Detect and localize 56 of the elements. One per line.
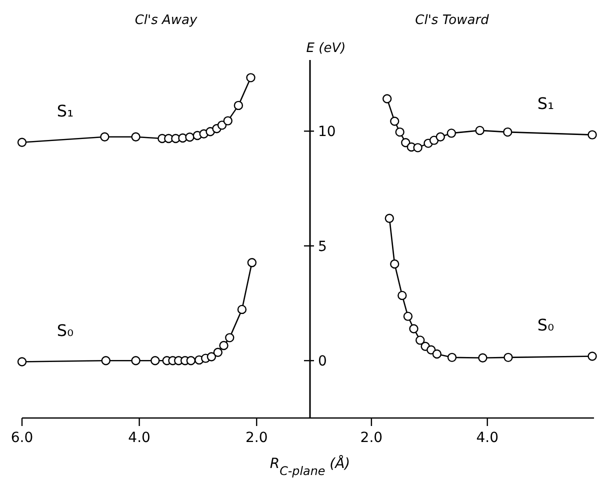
point — [246, 73, 256, 82]
chart-title: Cl's Away — [134, 13, 198, 28]
x-tick-label: 6.0 — [10, 430, 34, 446]
x-tick-label: 4.0 — [476, 430, 498, 446]
point — [429, 136, 439, 145]
chart-title: Cl's Toward — [415, 13, 490, 28]
point — [17, 357, 27, 366]
point — [101, 356, 110, 366]
series-label: S₀ — [56, 320, 74, 340]
point — [237, 304, 247, 314]
point — [206, 352, 216, 362]
point — [225, 333, 234, 342]
y-tick-label: 5 — [318, 238, 327, 255]
point — [390, 259, 400, 269]
point — [223, 116, 232, 126]
y-tick-label: 10 — [318, 124, 336, 140]
point — [588, 130, 597, 140]
point — [446, 128, 456, 138]
point — [219, 340, 228, 350]
point — [403, 312, 413, 321]
point — [131, 356, 140, 366]
point — [398, 290, 407, 300]
point — [432, 349, 442, 359]
y-tick-label: 0 — [318, 354, 327, 370]
point — [234, 100, 244, 110]
x-tick-label: 4.0 — [128, 430, 150, 446]
x-tick-label: 2.0 — [245, 430, 268, 446]
point — [447, 352, 457, 362]
point — [409, 324, 418, 334]
point — [131, 132, 140, 142]
point — [390, 116, 400, 126]
point — [475, 126, 484, 136]
point — [17, 138, 27, 147]
point — [416, 336, 425, 345]
point — [100, 132, 110, 142]
point — [217, 120, 227, 130]
series-label: S₀ — [537, 315, 554, 334]
point — [186, 356, 196, 366]
series-label: S₁ — [56, 101, 74, 120]
point — [382, 94, 392, 104]
point — [384, 214, 394, 223]
point — [588, 352, 597, 361]
point — [185, 132, 194, 142]
point — [504, 352, 513, 362]
point — [413, 143, 422, 152]
point — [503, 127, 512, 137]
point — [247, 258, 257, 268]
point — [436, 132, 446, 142]
point — [150, 356, 160, 366]
series-label: S₁ — [537, 94, 554, 113]
point — [213, 348, 223, 357]
point — [478, 353, 488, 362]
x-axis-title: R$_{C-plane}$ (Å) — [270, 455, 350, 478]
x-tick-label: 2.0 — [360, 430, 383, 446]
point — [395, 127, 404, 137]
y-axis-title: E (eV) — [306, 41, 346, 56]
